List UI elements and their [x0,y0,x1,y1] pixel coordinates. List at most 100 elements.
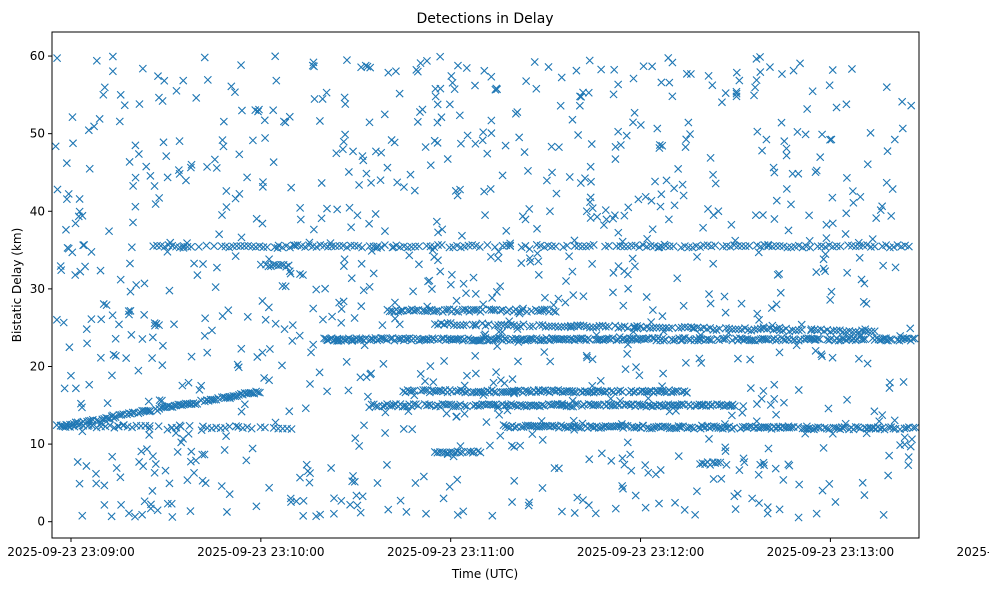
data-point [574,131,583,140]
data-point [78,427,87,436]
data-point [151,460,160,469]
data-point [554,386,563,394]
data-point [473,401,482,410]
data-point [252,214,261,223]
data-point [822,234,831,243]
data-point [312,512,321,521]
data-point [565,252,574,261]
data-point [506,239,515,248]
data-point [447,270,456,279]
data-point [784,460,793,469]
data-point [475,242,484,251]
data-point [818,486,827,495]
data-point [387,307,396,316]
data-point [79,241,88,250]
data-point [71,384,80,393]
data-point [438,225,447,234]
data-point [574,322,583,331]
data-point [88,421,97,430]
data-point [416,59,425,68]
data-point [384,505,393,514]
data-point [863,359,872,368]
data-point [312,242,321,251]
data-point [731,325,740,334]
data-point [784,226,793,235]
data-point [179,76,188,85]
data-point [723,423,732,432]
data-point [516,400,524,409]
data-point [551,307,560,316]
data-point [265,376,274,385]
data-point [588,355,597,364]
data-point [754,470,763,479]
data-point [659,327,668,336]
data-point [380,227,389,236]
data-point [150,319,159,328]
data-point [576,178,585,187]
data-point [755,315,764,324]
data-point [585,56,594,65]
data-point [415,108,424,117]
data-point [387,136,396,145]
data-point [836,242,845,251]
data-point [200,331,209,340]
data-point [389,401,398,410]
data-point [609,401,618,410]
data-point [148,452,157,461]
data-point [269,158,278,167]
data-point [425,305,434,314]
data-point [434,228,443,237]
data-point [161,466,170,475]
data-point [853,423,862,432]
data-point [471,81,479,90]
data-point [310,62,318,71]
data-point [578,419,587,428]
data-point [665,78,674,87]
data-point [199,260,208,269]
data-point [784,422,793,431]
data-point [655,499,663,508]
data-point [705,335,714,344]
data-point [146,504,155,513]
data-point [287,183,296,192]
data-point [462,371,471,380]
data-point [446,280,455,289]
data-point [584,501,593,510]
data-point [616,396,625,405]
data-point [681,143,690,152]
data-point [135,100,144,109]
data-point [582,351,591,360]
data-point [427,285,436,294]
data-point [60,384,69,393]
data-point [664,215,673,224]
data-point [763,503,772,512]
data-point [690,401,699,410]
data-point [851,423,860,431]
data-point [372,243,381,252]
data-point [237,233,246,242]
data-point [614,80,623,89]
data-point [660,240,669,249]
data-point [811,346,820,355]
data-point [109,350,118,359]
data-point [217,482,226,491]
data-point [391,67,400,76]
data-point [624,284,633,293]
data-point [344,386,353,395]
data-point [494,327,503,336]
y-tick-label: 10 [30,437,45,451]
data-point [614,323,623,332]
data-point [115,320,123,329]
data-point [681,358,690,367]
data-point [848,327,857,336]
data-point [194,242,203,251]
data-point [856,192,865,201]
data-point [544,322,553,331]
data-point [107,371,116,380]
x-tick-label: 2025-09-23 23:14:00 [957,545,989,559]
data-point [348,477,357,486]
data-point [818,130,827,139]
data-point [62,195,71,204]
data-point [489,378,498,387]
data-point [318,315,327,324]
